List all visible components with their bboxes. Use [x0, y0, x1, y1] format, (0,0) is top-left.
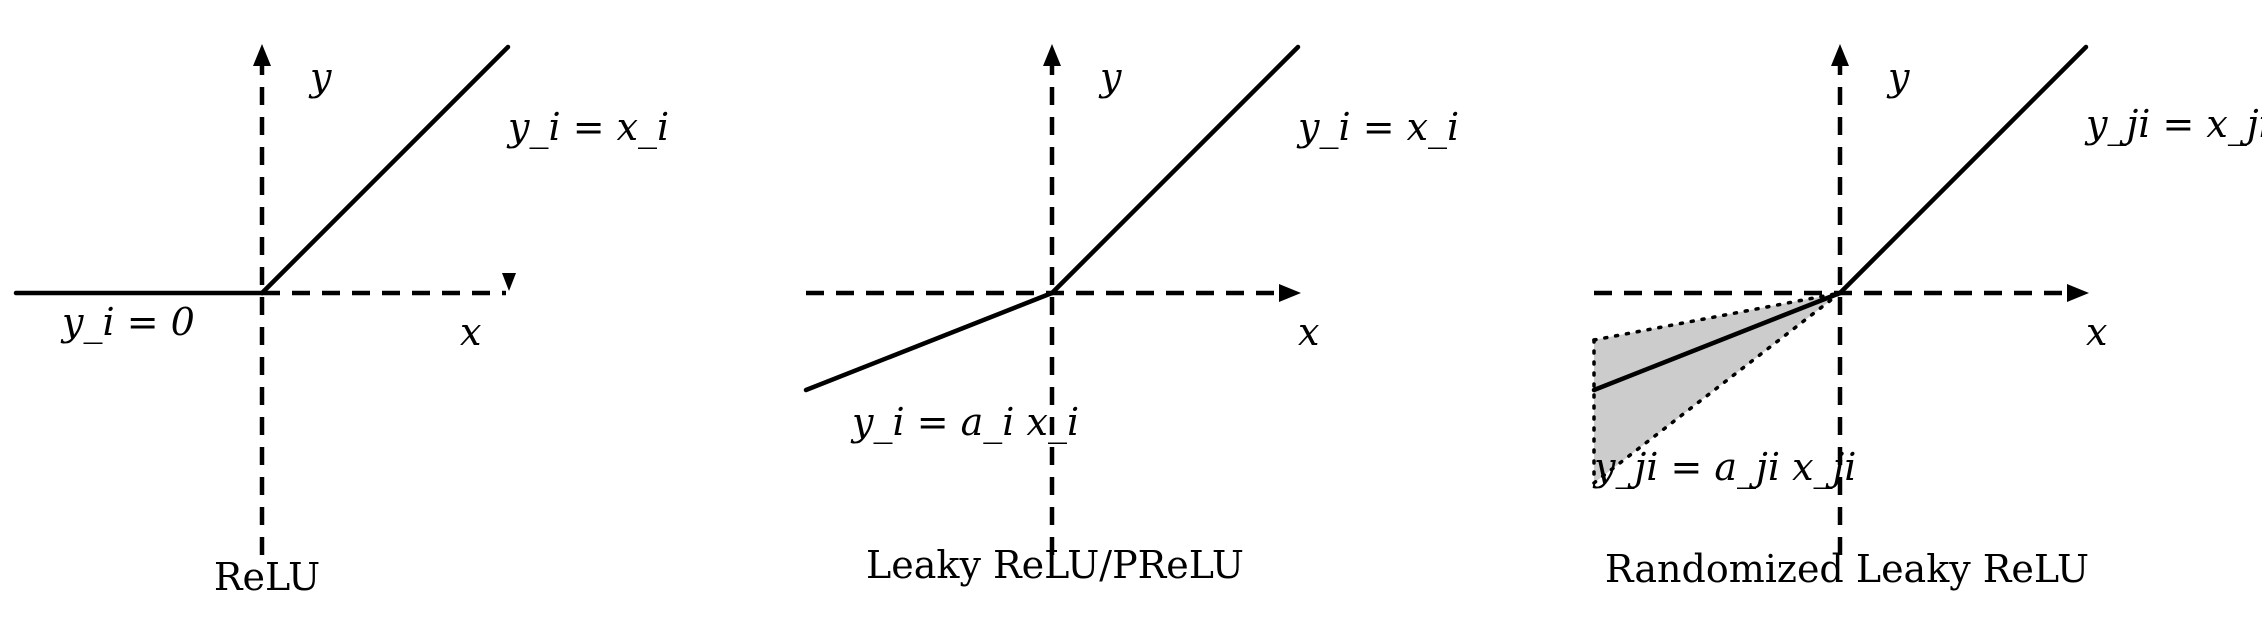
rrelu-lower-slope-bound — [1592, 291, 1842, 485]
leaky-relu-y-axis-label: y — [1098, 55, 1122, 99]
rrelu-y-axis-label: y — [1886, 55, 1910, 99]
randomized-leaky-relu-panel: y x y_ji = x_ji y_ji = a_ji x_ji Randomi… — [1591, 44, 2262, 591]
rrelu-upper-slope-bound — [1592, 291, 1842, 342]
rrelu-positive-label: y_ji = x_ji — [2084, 102, 2262, 147]
leaky-relu-positive-branch — [1049, 44, 1301, 296]
rrelu-x-axis-label: x — [2086, 310, 2107, 354]
relu-x-axis-label: x — [460, 310, 481, 354]
leaky-relu-y-axis-arrowhead — [1043, 44, 1061, 66]
leaky-relu-negative-label: y_i = a_i x_i — [850, 400, 1079, 445]
relu-caption: ReLU — [214, 555, 320, 599]
rrelu-negative-branch — [1591, 290, 1843, 393]
rrelu-y-axis-arrowhead — [1831, 44, 1849, 66]
rrelu-positive-branch — [1837, 44, 2089, 296]
relu-positive-label: y_i = x_i — [506, 105, 669, 150]
relu-x-axis-end-marker — [502, 273, 516, 291]
relu-negative-label: y_i = 0 — [60, 300, 195, 345]
leaky-relu-panel: y x y_i = x_i y_i = a_i x_i Leaky ReLU/P… — [803, 44, 1459, 587]
leaky-relu-positive-label: y_i = x_i — [1296, 105, 1459, 150]
rrelu-x-axis-arrowhead — [2067, 284, 2089, 302]
relu-y-axis-arrowhead — [253, 44, 271, 66]
relu-panel: y x y_i = x_i y_i = 0 ReLU — [13, 44, 669, 599]
relu-positive-branch — [259, 44, 511, 296]
leaky-relu-caption: Leaky ReLU/PReLU — [866, 543, 1244, 587]
rrelu-caption: Randomized Leaky ReLU — [1605, 547, 2089, 591]
leaky-relu-x-axis-label: x — [1298, 310, 1319, 354]
relu-y-axis-label: y — [308, 55, 332, 99]
leaky-relu-x-axis-arrowhead — [1279, 284, 1301, 302]
rrelu-negative-label: y_ji = a_ji x_ji — [1592, 445, 1856, 490]
leaky-relu-negative-branch — [803, 290, 1055, 393]
